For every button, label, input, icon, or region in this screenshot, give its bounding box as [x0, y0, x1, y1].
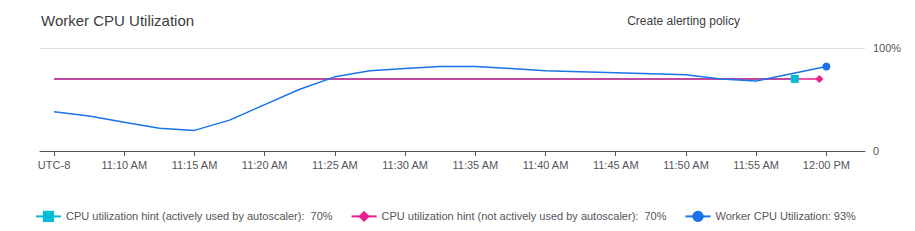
svg-text:CPU utilization hint (actively: CPU utilization hint (actively used by a… — [66, 210, 333, 222]
svg-text:100%: 100% — [873, 42, 901, 54]
svg-text:Create alerting policy: Create alerting policy — [627, 14, 740, 28]
svg-text:11:55 AM: 11:55 AM — [733, 159, 779, 171]
svg-text:12:00 PM: 12:00 PM — [803, 159, 850, 171]
svg-text:11:25 AM: 11:25 AM — [312, 159, 358, 171]
svg-text:11:50 AM: 11:50 AM — [663, 159, 709, 171]
svg-text:11:40 AM: 11:40 AM — [523, 159, 569, 171]
svg-text:0: 0 — [873, 145, 879, 157]
svg-text:Worker CPU Utilization: 93%: Worker CPU Utilization: 93% — [715, 210, 856, 222]
svg-text:11:35 AM: 11:35 AM — [452, 159, 498, 171]
svg-text:11:30 AM: 11:30 AM — [382, 159, 428, 171]
svg-text:11:45 AM: 11:45 AM — [593, 159, 639, 171]
svg-text:11:15 AM: 11:15 AM — [172, 159, 218, 171]
svg-text:11:10 AM: 11:10 AM — [101, 159, 147, 171]
svg-text:11:20 AM: 11:20 AM — [242, 159, 288, 171]
svg-text:Worker CPU Utilization: Worker CPU Utilization — [41, 12, 194, 29]
svg-text:CPU utilization hint (not acti: CPU utilization hint (not actively used … — [382, 210, 667, 222]
svg-text:UTC-8: UTC-8 — [38, 159, 70, 171]
